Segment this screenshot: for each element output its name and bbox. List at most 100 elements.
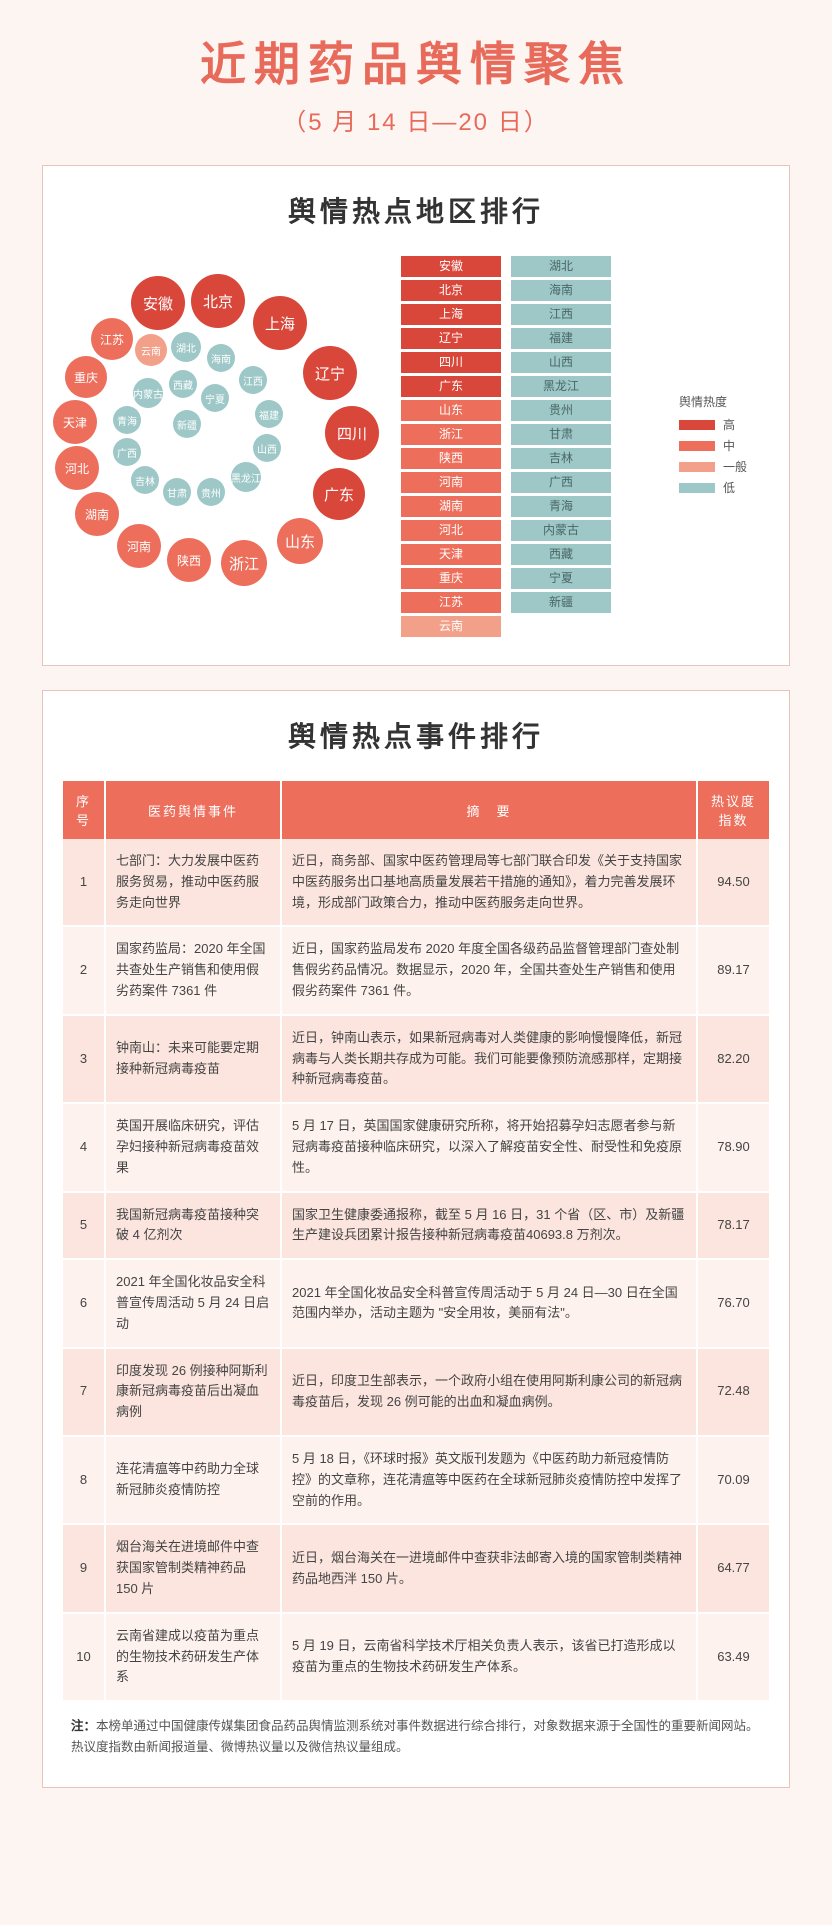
spiral-bubble: 广西 bbox=[113, 438, 141, 466]
rank-cell: 甘肃 bbox=[511, 424, 611, 445]
spiral-bubble: 湖南 bbox=[75, 492, 119, 536]
rank-cell: 四川 bbox=[401, 352, 501, 373]
rank-cell: 贵州 bbox=[511, 400, 611, 421]
spiral-bubble: 山西 bbox=[253, 434, 281, 462]
cell-summary: 近日，国家药监局发布 2020 年度全国各级药品监督管理部门查处制售假劣药品情况… bbox=[281, 926, 697, 1014]
cell-num: 1 bbox=[63, 839, 105, 926]
rank-columns: 安徽北京上海辽宁四川广东山东浙江陕西河南湖南河北天津重庆江苏云南 湖北海南江西福… bbox=[401, 256, 661, 637]
spiral-bubble: 上海 bbox=[253, 296, 307, 350]
legend-label: 低 bbox=[723, 479, 735, 496]
rank-cell: 湖南 bbox=[401, 496, 501, 517]
spiral-chart: 安徽北京上海辽宁四川广东山东浙江陕西河南湖南河北天津重庆江苏云南湖北海南江西福建… bbox=[63, 256, 383, 576]
rank-cell: 云南 bbox=[401, 616, 501, 637]
cell-summary: 近日，印度卫生部表示，一个政府小组在使用阿斯利康公司的新冠病毒疫苗后，发现 26… bbox=[281, 1348, 697, 1436]
th-score: 热议度指数 bbox=[697, 781, 769, 839]
rank-cell: 吉林 bbox=[511, 448, 611, 469]
events-table: 序号 医药舆情事件 摘 要 热议度指数 1七部门：大力发展中医药服务贸易，推动中… bbox=[63, 781, 769, 1702]
spiral-bubble: 辽宁 bbox=[303, 346, 357, 400]
table-row: 3钟南山：未来可能要定期接种新冠病毒疫苗近日，钟南山表示，如果新冠病毒对人类健康… bbox=[63, 1015, 769, 1103]
spiral-bubble: 江苏 bbox=[91, 318, 133, 360]
cell-event: 连花清瘟等中药助力全球新冠肺炎疫情防控 bbox=[105, 1436, 281, 1524]
table-row: 9烟台海关在进境邮件中查获国家管制类精神药品 150 片近日，烟台海关在一进境邮… bbox=[63, 1524, 769, 1612]
rank-cell: 重庆 bbox=[401, 568, 501, 589]
rank-cell: 陕西 bbox=[401, 448, 501, 469]
spiral-bubble: 湖北 bbox=[171, 332, 201, 362]
cell-event: 英国开展临床研究，评估孕妇接种新冠病毒疫苗效果 bbox=[105, 1103, 281, 1191]
rank-cell: 天津 bbox=[401, 544, 501, 565]
spiral-bubble: 云南 bbox=[135, 334, 167, 366]
legend-label: 一般 bbox=[723, 458, 747, 475]
cell-score: 82.20 bbox=[697, 1015, 769, 1103]
rank-column-2: 湖北海南江西福建山西黑龙江贵州甘肃吉林广西青海内蒙古西藏宁夏新疆 bbox=[511, 256, 611, 637]
legend-swatch bbox=[679, 483, 715, 493]
spiral-bubble: 宁夏 bbox=[201, 384, 229, 412]
cell-summary: 国家卫生健康委通报称，截至 5 月 16 日，31 个省（区、市）及新疆生产建设… bbox=[281, 1192, 697, 1260]
legend-row: 低 bbox=[679, 479, 769, 496]
spiral-bubble: 黑龙江 bbox=[231, 462, 261, 492]
table-row: 4英国开展临床研究，评估孕妇接种新冠病毒疫苗效果5 月 17 日，英国国家健康研… bbox=[63, 1103, 769, 1191]
spiral-bubble: 安徽 bbox=[131, 276, 185, 330]
page: 近期药品舆情聚焦 （5 月 14 日—20 日） 舆情热点地区排行 安徽北京上海… bbox=[0, 0, 832, 1842]
cell-summary: 5 月 19 日，云南省科学技术厅相关负责人表示，该省已打造形成以疫苗为重点的生… bbox=[281, 1613, 697, 1701]
cell-score: 78.17 bbox=[697, 1192, 769, 1260]
cell-summary: 5 月 18 日，《环球时报》英文版刊发题为《中医药助力新冠疫情防控》的文章称，… bbox=[281, 1436, 697, 1524]
footnote-text: 本榜单通过中国健康传媒集团食品药品舆情监测系统对事件数据进行综合排行，对象数据来… bbox=[71, 1719, 759, 1754]
cell-event: 钟南山：未来可能要定期接种新冠病毒疫苗 bbox=[105, 1015, 281, 1103]
spiral-bubble: 河南 bbox=[117, 524, 161, 568]
footnote-label: 注： bbox=[71, 1719, 96, 1733]
footnote: 注：本榜单通过中国健康传媒集团食品药品舆情监测系统对事件数据进行综合排行，对象数… bbox=[63, 1702, 769, 1759]
rank-cell: 江西 bbox=[511, 304, 611, 325]
spiral-bubble: 广东 bbox=[313, 468, 365, 520]
cell-summary: 5 月 17 日，英国国家健康研究所称，将开始招募孕妇志愿者参与新冠病毒疫苗接种… bbox=[281, 1103, 697, 1191]
cell-num: 7 bbox=[63, 1348, 105, 1436]
events-title: 舆情热点事件排行 bbox=[63, 715, 769, 755]
cell-num: 5 bbox=[63, 1192, 105, 1260]
regions-content: 安徽北京上海辽宁四川广东山东浙江陕西河南湖南河北天津重庆江苏云南湖北海南江西福建… bbox=[63, 256, 769, 637]
spiral-bubble: 新疆 bbox=[173, 410, 201, 438]
rank-cell: 西藏 bbox=[511, 544, 611, 565]
cell-score: 72.48 bbox=[697, 1348, 769, 1436]
table-row: 7印度发现 26 例接种阿斯利康新冠病毒疫苗后出凝血病例近日，印度卫生部表示，一… bbox=[63, 1348, 769, 1436]
table-row: 10云南省建成以疫苗为重点的生物技术药研发生产体系5 月 19 日，云南省科学技… bbox=[63, 1613, 769, 1701]
rank-cell: 青海 bbox=[511, 496, 611, 517]
spiral-bubble: 重庆 bbox=[65, 356, 107, 398]
cell-score: 94.50 bbox=[697, 839, 769, 926]
rank-cell: 河北 bbox=[401, 520, 501, 541]
cell-score: 70.09 bbox=[697, 1436, 769, 1524]
rank-cell: 广西 bbox=[511, 472, 611, 493]
cell-num: 8 bbox=[63, 1436, 105, 1524]
cell-event: 印度发现 26 例接种阿斯利康新冠病毒疫苗后出凝血病例 bbox=[105, 1348, 281, 1436]
cell-num: 6 bbox=[63, 1259, 105, 1347]
table-row: 8连花清瘟等中药助力全球新冠肺炎疫情防控5 月 18 日，《环球时报》英文版刊发… bbox=[63, 1436, 769, 1524]
rank-cell: 上海 bbox=[401, 304, 501, 325]
legend-swatch bbox=[679, 441, 715, 451]
legend-label: 中 bbox=[723, 437, 735, 454]
cell-summary: 近日，钟南山表示，如果新冠病毒对人类健康的影响慢慢降低，新冠病毒与人类长期共存成… bbox=[281, 1015, 697, 1103]
cell-summary: 近日，商务部、国家中医药管理局等七部门联合印发《关于支持国家中医药服务出口基地高… bbox=[281, 839, 697, 926]
rank-cell: 山东 bbox=[401, 400, 501, 421]
spiral-bubble: 北京 bbox=[191, 274, 245, 328]
th-event: 医药舆情事件 bbox=[105, 781, 281, 839]
cell-event: 云南省建成以疫苗为重点的生物技术药研发生产体系 bbox=[105, 1613, 281, 1701]
rank-cell: 辽宁 bbox=[401, 328, 501, 349]
cell-score: 89.17 bbox=[697, 926, 769, 1014]
cell-event: 我国新冠病毒疫苗接种突破 4 亿剂次 bbox=[105, 1192, 281, 1260]
cell-num: 4 bbox=[63, 1103, 105, 1191]
spiral-bubble: 四川 bbox=[325, 406, 379, 460]
th-num: 序号 bbox=[63, 781, 105, 839]
spiral-bubble: 甘肃 bbox=[163, 478, 191, 506]
regions-section: 舆情热点地区排行 安徽北京上海辽宁四川广东山东浙江陕西河南湖南河北天津重庆江苏云… bbox=[42, 165, 790, 666]
rank-cell: 湖北 bbox=[511, 256, 611, 277]
rank-cell: 海南 bbox=[511, 280, 611, 301]
rank-cell: 福建 bbox=[511, 328, 611, 349]
table-row: 2国家药监局：2020 年全国共查处生产销售和使用假劣药案件 7361 件近日，… bbox=[63, 926, 769, 1014]
rank-cell: 北京 bbox=[401, 280, 501, 301]
spiral-bubble: 天津 bbox=[53, 400, 97, 444]
cell-score: 64.77 bbox=[697, 1524, 769, 1612]
cell-event: 七部门：大力发展中医药服务贸易，推动中医药服务走向世界 bbox=[105, 839, 281, 926]
cell-score: 78.90 bbox=[697, 1103, 769, 1191]
spiral-bubble: 西藏 bbox=[169, 370, 197, 398]
legend-swatch bbox=[679, 420, 715, 430]
rank-cell: 浙江 bbox=[401, 424, 501, 445]
date-range: （5 月 14 日—20 日） bbox=[42, 102, 790, 137]
